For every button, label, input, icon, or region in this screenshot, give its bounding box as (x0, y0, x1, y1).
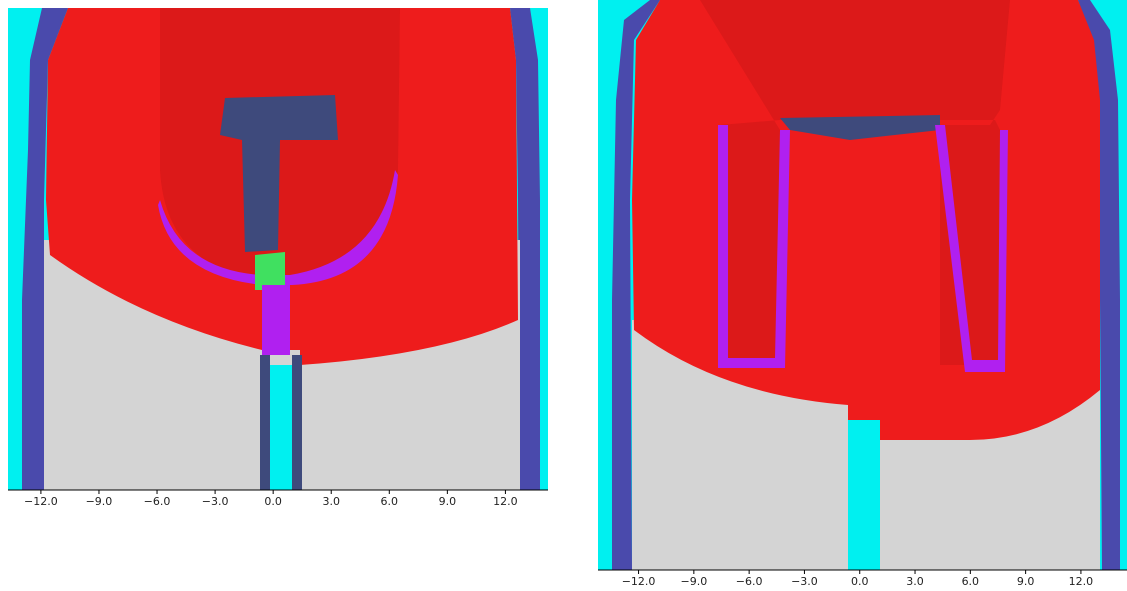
x-tick-label: 9.0 (1017, 575, 1035, 588)
inner-region (160, 8, 400, 278)
x-tick-label: −12.0 (24, 495, 58, 508)
x-tick-label: 0.0 (264, 495, 282, 508)
x-tick-label: −9.0 (680, 575, 707, 588)
x-tick-label: 12.0 (1069, 575, 1094, 588)
slot-wall-left (260, 355, 270, 490)
x-tick-label: 12.0 (493, 495, 518, 508)
x-tick-label: 6.0 (381, 495, 399, 508)
x-tick-label: −3.0 (791, 575, 818, 588)
x-tick-label: 6.0 (962, 575, 980, 588)
x-tick-label: −9.0 (86, 495, 113, 508)
slot-wall-right (292, 355, 302, 490)
neck-region (262, 285, 290, 355)
x-tick-label: 3.0 (322, 495, 340, 508)
page: −12.0 −9.0 −6.0 −3.0 0.0 3.0 6.0 9.0 12.0 −12.0 −9… (0, 0, 1127, 591)
right-panel (598, 0, 1127, 570)
x-tick-label: −6.0 (736, 575, 763, 588)
x-tick-label: 9.0 (439, 495, 457, 508)
slot (270, 365, 292, 490)
slot (848, 420, 880, 570)
x-tick-label: −12.0 (622, 575, 656, 588)
left-panel (8, 8, 548, 490)
x-tick-label: −6.0 (144, 495, 171, 508)
mixed-region (255, 252, 285, 290)
x-tick-label: 3.0 (906, 575, 924, 588)
x-tick-label: 0.0 (851, 575, 869, 588)
x-tick-label: −3.0 (202, 495, 229, 508)
